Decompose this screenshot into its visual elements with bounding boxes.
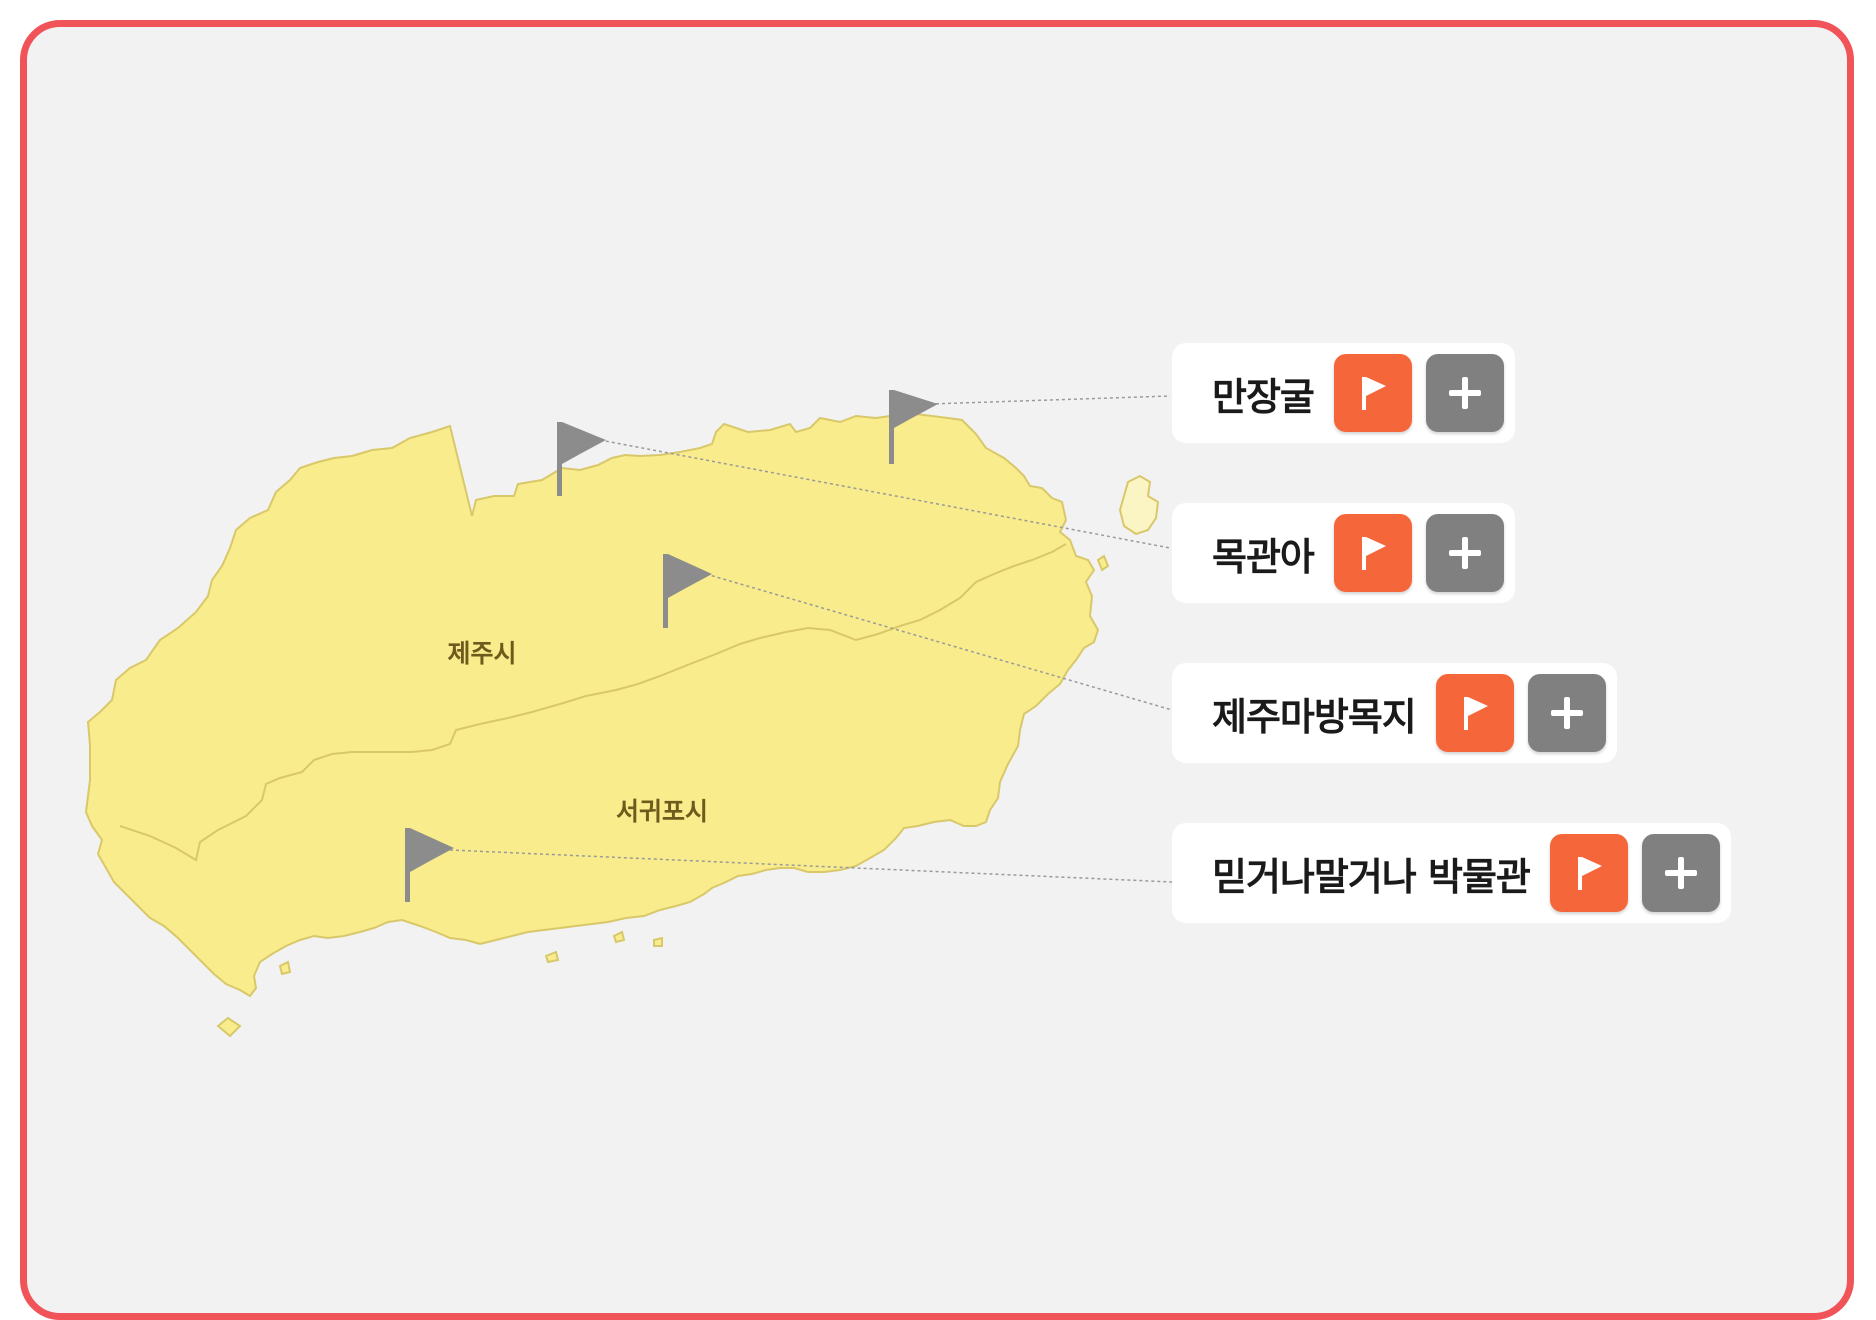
add-button[interactable] — [1527, 674, 1606, 752]
jeju-map: 제주시 서귀포시 — [84, 390, 1173, 1038]
place-card-manjanggul: 만장굴 — [1172, 343, 1515, 443]
leader-line-majanggul-pasture — [705, 573, 1173, 711]
add-button[interactable] — [1425, 354, 1504, 432]
leader-line-manjanggul — [929, 395, 1171, 405]
map-marker-museum[interactable] — [405, 828, 454, 902]
add-button[interactable] — [1425, 514, 1504, 592]
leader-line-museum — [449, 849, 1173, 883]
place-title: 제주마방목지 — [1212, 694, 1417, 739]
islet — [278, 960, 292, 976]
islet — [544, 950, 560, 964]
flag-icon — [1577, 857, 1602, 890]
islet — [653, 936, 663, 947]
flag-icon — [1361, 377, 1386, 410]
flag-button[interactable] — [1333, 514, 1412, 592]
district-label-jeju-si: 제주시 — [447, 639, 516, 668]
plus-icon — [1550, 697, 1583, 729]
flag-button[interactable] — [1435, 674, 1514, 752]
leader-line-mokgwana — [599, 439, 1171, 549]
flag-button[interactable] — [1549, 834, 1628, 912]
place-title: 목관아 — [1212, 534, 1315, 579]
flag-icon — [1361, 537, 1386, 570]
islet — [216, 1016, 242, 1038]
flag-icon — [1463, 697, 1488, 730]
map-marker-mokgwana[interactable] — [557, 422, 606, 496]
district-boundary — [119, 543, 1067, 862]
udo-island — [1118, 474, 1160, 536]
place-card-mokgwana: 목관아 — [1172, 503, 1515, 603]
add-button[interactable] — [1641, 834, 1720, 912]
plus-icon — [1664, 857, 1697, 889]
map-marker-manjanggul[interactable] — [889, 390, 938, 464]
district-label-seogwipo-si: 서귀포시 — [616, 797, 708, 826]
jeju-island — [84, 410, 1100, 998]
place-title: 만장굴 — [1212, 374, 1315, 419]
plus-icon — [1448, 537, 1481, 569]
place-title: 믿거나말거나 박물관 — [1212, 854, 1531, 899]
islet — [612, 930, 626, 944]
flag-button[interactable] — [1333, 354, 1412, 432]
place-card-pasture: 제주마방목지 — [1172, 663, 1617, 763]
place-card-museum: 믿거나말거나 박물관 — [1172, 823, 1731, 923]
map-marker-pasture[interactable] — [663, 554, 712, 628]
plus-icon — [1448, 377, 1481, 409]
islet — [1096, 554, 1110, 572]
